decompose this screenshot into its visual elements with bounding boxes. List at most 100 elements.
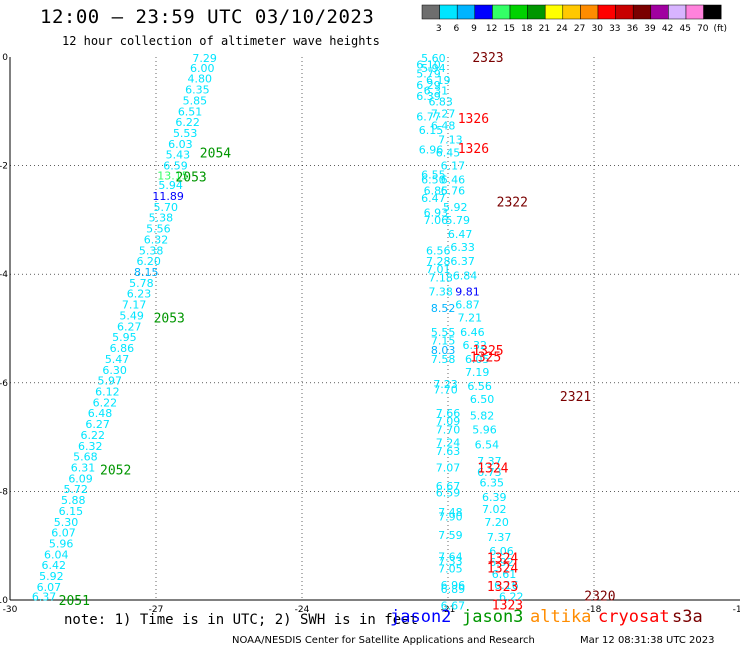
wave-height-value: 6.05 (465, 353, 490, 366)
wave-height-value: 6.51 (178, 105, 203, 118)
wave-height-value: 6.55 (421, 168, 446, 181)
colorbar-unit: (ft) (713, 24, 727, 34)
wave-height-value: 6.17 (441, 160, 466, 173)
wave-height-value: 6.50 (421, 174, 446, 187)
wave-height-value: 6.27 (117, 320, 142, 333)
wave-height-value: 6.15 (59, 505, 84, 518)
wave-height-value: 6.47 (448, 228, 473, 241)
wave-height-value: 6.67 (441, 599, 466, 612)
wave-height-value: 7.38 (428, 286, 453, 299)
wave-height-value: 6.67 (436, 480, 461, 493)
wave-height-value: 5.49 (119, 309, 144, 322)
wave-height-value: 6.84 (453, 269, 478, 282)
wave-height-value: 7.07 (436, 462, 461, 475)
wave-height-value: 6.48 (431, 119, 456, 132)
wave-height-value: 5.72 (63, 483, 88, 496)
wave-height-value: 5.78 (129, 277, 154, 290)
wave-height-value: 8.15 (134, 266, 159, 279)
wave-height-value: 8.52 (431, 302, 456, 315)
colorbar-swatch (668, 4, 687, 20)
x-tick-label: -18 (587, 605, 602, 615)
mission-label-jason2: jason2 (390, 607, 452, 627)
x-tick-label: -15 (733, 605, 740, 615)
colorbar-swatch (632, 4, 652, 20)
wave-height-value: 6.35 (480, 477, 505, 490)
pass-number-label: 2053 (154, 312, 185, 327)
colorbar-swatch (527, 4, 546, 20)
wave-height-value: 7.66 (436, 407, 461, 420)
colorbar-tick-label: 27 (574, 24, 585, 34)
colorbar-swatch (580, 4, 599, 20)
wave-height-value: 6.37 (450, 255, 475, 268)
wave-height-value: 6.00 (190, 62, 215, 75)
wave-height-value: 7.64 (438, 551, 463, 564)
wave-height-value: 6.29 (416, 79, 441, 92)
colorbar-swatch (615, 4, 634, 20)
y-tick-label: -6 (0, 379, 8, 389)
pass-number-label: 2322 (497, 195, 528, 210)
wave-height-value: 7.19 (465, 366, 490, 379)
footer-note: note: 1) Time is in UTC; 2) SWH is in fe… (64, 612, 419, 628)
wave-height-value: 6.32 (78, 440, 103, 453)
wave-height-value: 6.45 (436, 147, 461, 160)
wave-height-value: 6.76 (441, 185, 466, 198)
wave-height-value: 5.96 (49, 538, 74, 551)
wave-height-value: 6.87 (455, 299, 480, 312)
wave-height-value: 6.56 (426, 244, 451, 257)
wave-height-value: 7.21 (458, 312, 483, 325)
wave-height-value: 7.17 (122, 299, 147, 312)
colorbar-tick-label: 30 (591, 24, 603, 34)
pass-number-label: 1324 (477, 462, 508, 477)
wave-height-value: 5.97 (98, 375, 123, 388)
wave-height-value: 7.15 (431, 334, 456, 347)
wave-height-value: 7.59 (438, 529, 463, 542)
wave-height-value: 6.22 (499, 591, 524, 604)
colorbar-swatch (474, 4, 493, 20)
wave-height-value: 5.94 (158, 179, 183, 192)
wave-height-value: 8.03 (431, 344, 456, 357)
wave-height-value: 7.23 (433, 378, 458, 391)
wave-height-value: 6.50 (470, 393, 495, 406)
wave-height-value: 5.47 (105, 353, 130, 366)
wave-height-value: 6.31 (71, 462, 96, 475)
generated-timestamp: Mar 12 08:31:38 UTC 2023 (580, 635, 715, 646)
wave-height-value: 6.22 (93, 396, 118, 409)
pass-number-label: 2051 (59, 594, 90, 609)
wave-height-value: 6.22 (175, 116, 200, 129)
wave-height-value: 4.80 (188, 73, 213, 86)
wave-height-value: 6.46 (441, 174, 466, 187)
colorbar-tick-label: 36 (627, 24, 639, 34)
wave-height-value: 7.05 (438, 563, 463, 576)
wave-height-value: 7.63 (436, 445, 461, 458)
wave-height-value: 6.30 (102, 364, 127, 377)
wave-height-value: 6.61 (492, 568, 517, 581)
wave-height-value: 7.27 (431, 107, 456, 120)
wave-height-value: 6.46 (460, 326, 485, 339)
colorbar-swatch (544, 4, 564, 20)
wave-height-value: 7.24 (436, 437, 461, 450)
wave-height-value: 5.70 (153, 201, 178, 214)
mission-label-jason3: jason3 (462, 607, 524, 627)
credit-text: NOAA/NESDIS Center for Satellite Applica… (232, 635, 535, 646)
wave-height-value: 7.70 (433, 383, 458, 396)
wave-height-value: 7.37 (477, 455, 502, 468)
wave-height-value: 6.09 (68, 472, 93, 485)
pass-number-label: 1323 (492, 598, 523, 613)
wave-height-value: 5.68 (73, 451, 98, 464)
wave-height-value: 6.03 (168, 138, 193, 151)
wave-height-value: 7.28 (426, 255, 451, 268)
wave-height-value: 5.88 (61, 494, 86, 507)
pass-number-label: 1324 (487, 561, 518, 576)
wave-height-value: 7.48 (438, 506, 463, 519)
wave-height-value: 6.32 (463, 339, 488, 352)
pass-number-label: 2321 (560, 390, 591, 405)
colorbar-tick-label: 39 (644, 24, 656, 34)
wave-height-value: 7.09 (436, 415, 461, 428)
wave-height-value: 6.15 (419, 124, 444, 137)
wave-height-value: 6.31 (424, 85, 449, 98)
x-tick-label: -27 (149, 605, 164, 615)
colorbar-tick-label: 21 (539, 24, 550, 34)
wave-height-value: 6.86 (110, 342, 135, 355)
y-tick-label: -10 (0, 596, 8, 606)
